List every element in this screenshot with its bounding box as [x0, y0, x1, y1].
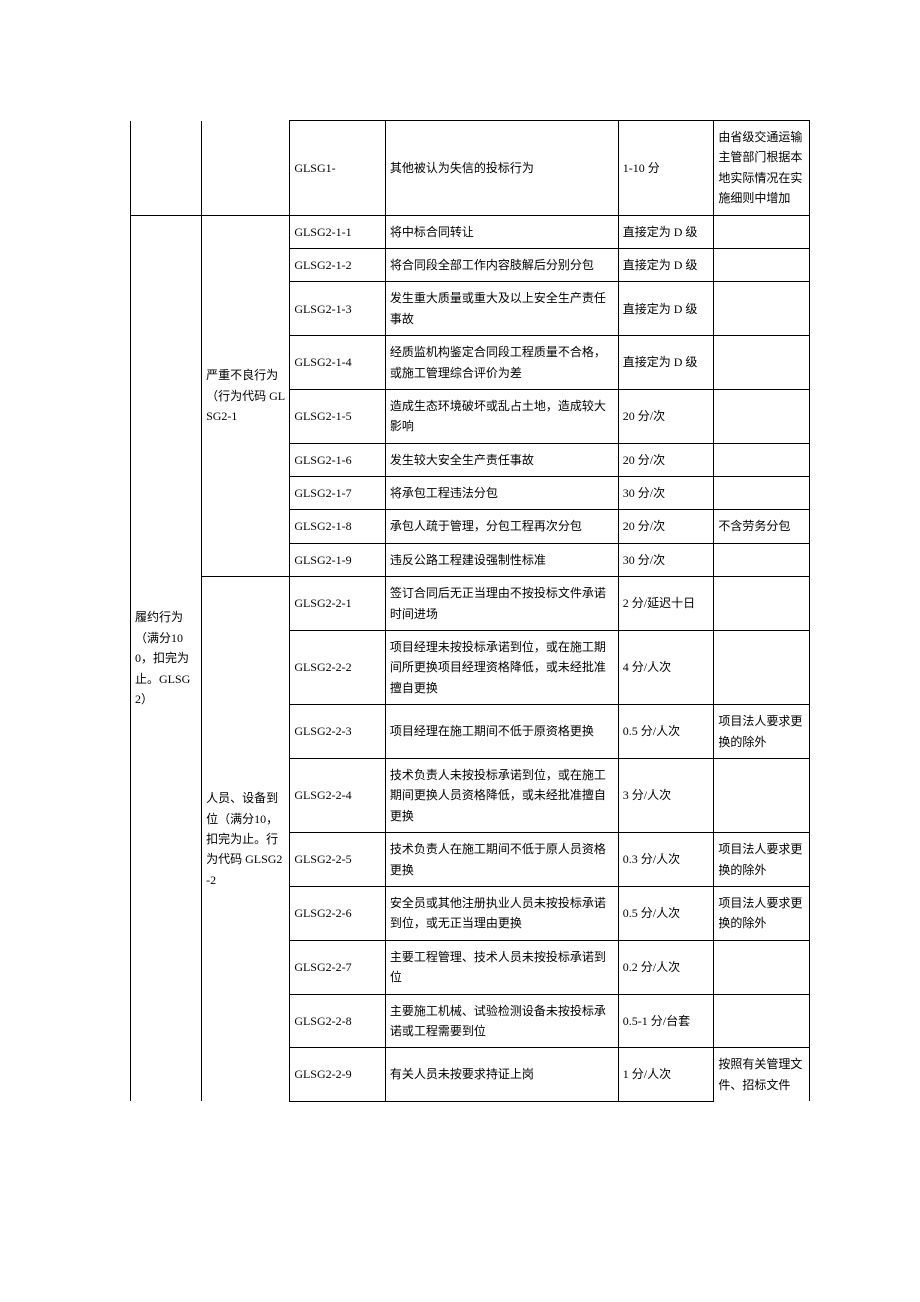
cell-score: 3 分/人次: [618, 758, 714, 832]
cell-score: 0.2 分/人次: [618, 940, 714, 994]
cell-score: 直接定为 D 级: [618, 215, 714, 248]
cell-code: GLSG2-1-2: [290, 248, 386, 281]
cell-score: 20 分/次: [618, 510, 714, 543]
cell-code: GLSG2-1-8: [290, 510, 386, 543]
cell-desc: 经质监机构鉴定合同段工程质量不合格，或施工管理综合评价为差: [385, 336, 618, 390]
cell-desc: 发生较大安全生产责任事故: [385, 443, 618, 476]
cell-note: [714, 215, 810, 248]
cell-desc: 主要施工机械、试验检测设备未按投标承诺或工程需要到位: [385, 994, 618, 1048]
cell-desc: 将承包工程违法分包: [385, 477, 618, 510]
cell-desc: 技术负责人在施工期间不低于原人员资格更换: [385, 833, 618, 887]
cell-score: 20 分/次: [618, 389, 714, 443]
cell-code: GLSG1-: [290, 121, 386, 216]
cell-desc: 签订合同后无正当理由不按投标文件承诺时间进场: [385, 577, 618, 631]
cell-score: 2 分/延迟十日: [618, 577, 714, 631]
cell-cat1-blank: [131, 121, 202, 216]
cell-note: 按照有关管理文件、招标文件: [714, 1048, 810, 1101]
cell-score: 20 分/次: [618, 443, 714, 476]
cell-desc: 承包人疏于管理，分包工程再次分包: [385, 510, 618, 543]
cell-note: [714, 336, 810, 390]
cell-score: 直接定为 D 级: [618, 248, 714, 281]
cell-code: GLSG2-2-1: [290, 577, 386, 631]
cell-score: 1-10 分: [618, 121, 714, 216]
cell-score: 直接定为 D 级: [618, 336, 714, 390]
cell-note: [714, 994, 810, 1048]
cell-note: 不含劳务分包: [714, 510, 810, 543]
table-row: GLSG1- 其他被认为失信的投标行为 1-10 分 由省级交通运输主管部门根据…: [131, 121, 810, 216]
cell-note: 项目法人要求更换的除外: [714, 833, 810, 887]
cell-code: GLSG2-1-4: [290, 336, 386, 390]
cell-code: GLSG2-1-7: [290, 477, 386, 510]
cell-desc: 发生重大质量或重大及以上安全生产责任事故: [385, 282, 618, 336]
cell-desc: 将合同段全部工作内容肢解后分别分包: [385, 248, 618, 281]
cell-code: GLSG2-1-9: [290, 543, 386, 576]
cell-score: 0.5 分/人次: [618, 705, 714, 759]
cell-note: [714, 477, 810, 510]
cell-code: GLSG2-1-3: [290, 282, 386, 336]
cell-note: 项目法人要求更换的除外: [714, 705, 810, 759]
cell-desc: 安全员或其他注册执业人员未按投标承诺到位，或无正当理由更换: [385, 886, 618, 940]
cell-note: [714, 389, 810, 443]
cell-score: 1 分/人次: [618, 1048, 714, 1101]
cell-code: GLSG2-1-1: [290, 215, 386, 248]
cell-code: GLSG2-2-9: [290, 1048, 386, 1101]
cell-score: 直接定为 D 级: [618, 282, 714, 336]
cell-score: 30 分/次: [618, 477, 714, 510]
cell-note: [714, 940, 810, 994]
cell-desc: 造成生态环境破坏或乱占土地，造成较大影响: [385, 389, 618, 443]
cell-score: 0.5-1 分/台套: [618, 994, 714, 1048]
cell-desc: 将中标合同转让: [385, 215, 618, 248]
document-wrapper: GLSG1- 其他被认为失信的投标行为 1-10 分 由省级交通运输主管部门根据…: [130, 120, 810, 1102]
cell-note: [714, 631, 810, 705]
cell-desc: 主要工程管理、技术人员未按投标承诺到位: [385, 940, 618, 994]
table-row: 人员、设备到位（满分10，扣完为止。行为代码 GLSG2-2 GLSG2-2-1…: [131, 577, 810, 631]
cell-note: [714, 543, 810, 576]
cell-desc: 违反公路工程建设强制性标准: [385, 543, 618, 576]
cell-cat2-sub2: 人员、设备到位（满分10，扣完为止。行为代码 GLSG2-2: [202, 577, 290, 1101]
cell-cat1-sub-blank: [202, 121, 290, 216]
cell-note: [714, 577, 810, 631]
cell-code: GLSG2-1-6: [290, 443, 386, 476]
cell-note: 由省级交通运输主管部门根据本地实际情况在实施细则中增加: [714, 121, 810, 216]
cell-code: GLSG2-2-5: [290, 833, 386, 887]
cell-note: [714, 282, 810, 336]
cell-note: [714, 758, 810, 832]
cell-desc: 项目经理在施工期间不低于原资格更换: [385, 705, 618, 759]
cell-code: GLSG2-2-4: [290, 758, 386, 832]
cell-note: [714, 248, 810, 281]
cell-score: 0.3 分/人次: [618, 833, 714, 887]
cell-code: GLSG2-2-6: [290, 886, 386, 940]
cell-desc: 其他被认为失信的投标行为: [385, 121, 618, 216]
cell-code: GLSG2-2-7: [290, 940, 386, 994]
table-row: 履约行为（满分100，扣完为止。GLSG2） 严重不良行为（行为代码 GLSG2…: [131, 215, 810, 248]
cell-code: GLSG2-1-5: [290, 389, 386, 443]
cell-cat2-sub1: 严重不良行为（行为代码 GLSG2-1: [202, 215, 290, 577]
cell-note: 项目法人要求更换的除外: [714, 886, 810, 940]
cell-code: GLSG2-2-3: [290, 705, 386, 759]
cell-desc: 有关人员未按要求持证上岗: [385, 1048, 618, 1101]
cell-score: 30 分/次: [618, 543, 714, 576]
cell-code: GLSG2-2-2: [290, 631, 386, 705]
cell-desc: 技术负责人未按投标承诺到位，或在施工期间更换人员资格降低，或未经批准擅自更换: [385, 758, 618, 832]
cell-note: [714, 443, 810, 476]
cell-desc: 项目经理未按投标承诺到位，或在施工期间所更换项目经理资格降低，或未经批准擅自更换: [385, 631, 618, 705]
cell-code: GLSG2-2-8: [290, 994, 386, 1048]
cell-score: 4 分/人次: [618, 631, 714, 705]
cell-score: 0.5 分/人次: [618, 886, 714, 940]
cell-cat2-title: 履约行为（满分100，扣完为止。GLSG2）: [131, 215, 202, 1101]
score-table: GLSG1- 其他被认为失信的投标行为 1-10 分 由省级交通运输主管部门根据…: [130, 120, 810, 1102]
